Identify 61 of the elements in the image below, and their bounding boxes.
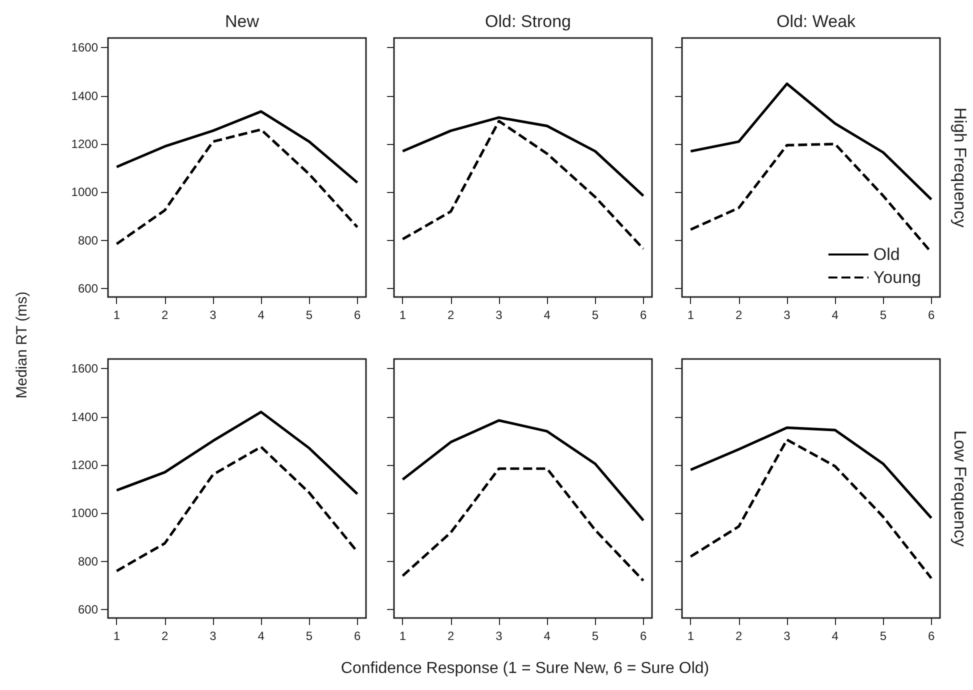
x-tick-label: 5 [880, 308, 887, 322]
x-tick-label: 1 [687, 629, 694, 643]
x-tick-label: 6 [640, 308, 647, 322]
chart-title: Old: Strong [485, 12, 571, 31]
x-tick-label: 6 [354, 308, 361, 322]
text: High Frequency [950, 107, 970, 228]
x-tick-label: 6 [928, 308, 935, 322]
x-tick-label: 4 [832, 308, 839, 322]
x-tick-label: 1 [113, 629, 120, 643]
x-tick-label: 6 [640, 629, 647, 643]
chart-title: Old: Weak [776, 12, 856, 31]
x-tick-label: 5 [592, 308, 599, 322]
x-tick-label: 5 [306, 308, 313, 322]
x-tick-label: 4 [544, 629, 551, 643]
line-series [115, 446, 359, 572]
x-tick-label: 2 [161, 308, 168, 322]
y-tick-label: 1000 [71, 185, 98, 200]
x-tick-label: 1 [399, 629, 406, 643]
x-tick-label: 3 [496, 308, 503, 322]
y-tick-label: 1000 [71, 506, 98, 520]
line-series [115, 110, 359, 184]
x-tick-label: 5 [592, 629, 599, 643]
text: Low Frequency [950, 430, 970, 548]
x-axis-title: Confidence Response (1 = Sure New, 6 = Sure Old) [340, 660, 710, 678]
x-tick-label: 4 [832, 629, 839, 643]
x-tick-label: 1 [687, 308, 694, 322]
x-tick-label: 2 [735, 308, 742, 322]
x-tick-label: 5 [306, 629, 313, 643]
x-tick-label: 3 [784, 629, 791, 643]
x-tick-label: 2 [161, 629, 168, 643]
x-tick-label: 2 [735, 629, 742, 643]
y-tick-label: 1600 [71, 362, 98, 376]
y-tick-label: 1400 [71, 410, 98, 424]
x-tick-label: 3 [784, 308, 791, 322]
x-tick-label: 5 [880, 629, 887, 643]
y-tick-label: 1600 [71, 40, 98, 55]
legend-label: Young [873, 268, 922, 287]
x-tick-label: 3 [210, 308, 217, 322]
line-series [115, 128, 359, 246]
y-tick-label: 800 [78, 554, 98, 568]
x-tick-label: 3 [210, 629, 217, 643]
x-tick-label: 6 [354, 629, 361, 643]
x-tick-label: 4 [258, 629, 265, 643]
y-tick-label: 1400 [71, 88, 98, 103]
y-tick-label: 800 [78, 233, 98, 248]
x-tick-label: 3 [496, 629, 503, 643]
y-tick-label: 600 [78, 602, 98, 617]
x-tick-label: 2 [447, 308, 454, 322]
x-tick-label: 6 [928, 629, 935, 643]
x-tick-label: 2 [447, 629, 454, 643]
chart-title: New [224, 12, 260, 31]
legend-label: Old [873, 245, 900, 264]
line-series [115, 410, 359, 496]
x-tick-label: 4 [544, 308, 551, 322]
y-tick-label: 600 [78, 282, 98, 296]
x-tick-label: 1 [399, 308, 406, 322]
y-tick-label: 1200 [71, 458, 98, 472]
x-tick-label: 4 [258, 308, 265, 322]
y-tick-label: 1200 [71, 137, 98, 152]
x-tick-label: 1 [113, 308, 120, 322]
y-axis-title: Median RT (ms) [14, 292, 30, 398]
